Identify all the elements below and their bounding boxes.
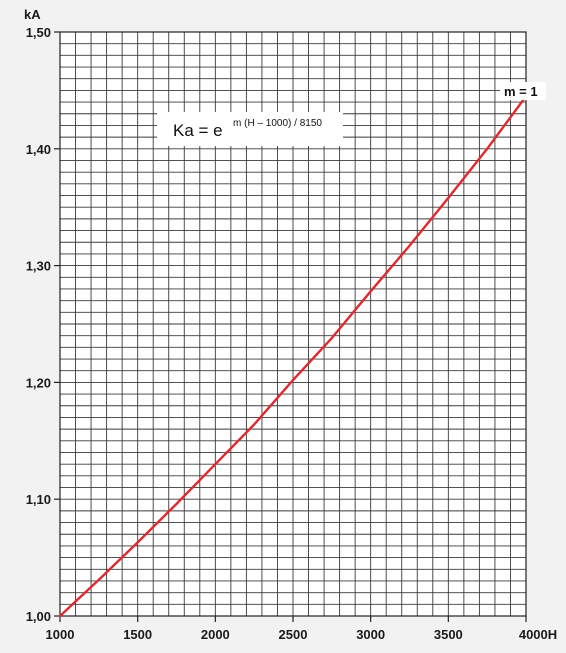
y-tick-label: 1,40: [26, 142, 51, 157]
y-tick-label: 1,00: [26, 609, 51, 624]
x-tick-label: 2500: [279, 627, 308, 642]
y-axis: 1,00 1,10 1,20 1,30 1,40 1,50: [26, 25, 60, 624]
formula-background: [157, 112, 343, 146]
series-line: [58, 95, 528, 618]
series-layer: [58, 95, 528, 618]
formula-box: Ka = e m (H – 1000) / 8150: [157, 112, 343, 146]
formula-main: Ka = e: [173, 121, 223, 140]
x-tick-label: 4000H: [519, 627, 557, 642]
y-tick-label: 1,10: [26, 492, 51, 507]
x-tick-label: 1000: [46, 627, 75, 642]
x-axis: 1000 1500 2000 2500 3000 3500 4000H: [46, 616, 557, 642]
x-tick-label: 1500: [123, 627, 152, 642]
y-tick-label: 1,30: [26, 259, 51, 274]
series-label-group: m = 1: [500, 82, 546, 100]
y-tick-label: 1,20: [26, 375, 51, 390]
series-label-background: [500, 82, 546, 100]
y-tick-label: 1,50: [26, 25, 51, 40]
x-tick-label: 2000: [201, 627, 230, 642]
formula-exponent: m (H – 1000) / 8150: [233, 118, 322, 129]
x-tick-label: 3000: [356, 627, 385, 642]
y-axis-unit: kA: [24, 7, 41, 22]
x-tick-label: 3500: [434, 627, 463, 642]
series-label: m = 1: [504, 84, 538, 99]
